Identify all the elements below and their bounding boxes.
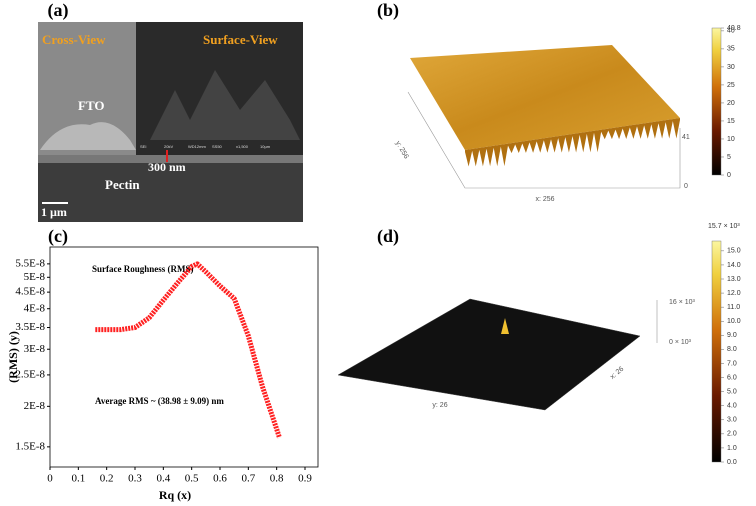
panel-label: (b) <box>377 0 399 21</box>
y-tick-label: 3E-8 <box>24 343 46 355</box>
axis-label: y: 256 <box>394 140 410 160</box>
axis-label: y: 26 <box>432 402 447 409</box>
x-tick-label: 0.9 <box>298 473 312 485</box>
colorbar <box>711 240 722 463</box>
sem-info: 20kV <box>164 144 173 149</box>
data-line <box>95 261 282 439</box>
y-tick-label: 5E-8 <box>24 271 46 283</box>
colorbar-tick-label: 3.0 <box>727 417 737 424</box>
colorbar-tick-label: 11.0 <box>727 304 740 311</box>
sem-info: SEI <box>140 144 146 149</box>
colorbar-tick-label: 13.0 <box>727 276 741 283</box>
surface-front <box>465 118 680 167</box>
caption: Cross-View <box>42 32 106 47</box>
colorbar-tick-label: 15 <box>727 118 735 125</box>
pectin-image <box>38 155 303 222</box>
colorbar-tick-label: 14.0 <box>727 262 741 269</box>
axis-label: 16 × 10³ <box>669 299 696 306</box>
colorbar-tick-label: 40 <box>727 28 735 35</box>
colorbar-tick-label: 10.0 <box>727 318 741 325</box>
y-tick-label: 4.5E-8 <box>15 286 45 298</box>
x-tick-label: 0.8 <box>270 473 284 485</box>
colorbar-tick-label: 0 <box>727 172 731 179</box>
colorbar-tick-label: 10 <box>727 136 735 143</box>
panel-label: (c) <box>48 226 68 247</box>
colorbar-tick-label: 12.0 <box>727 290 741 297</box>
colorbar-tick-label: 1.0 <box>727 445 737 452</box>
x-tick-label: 0.2 <box>100 473 114 485</box>
y-tick-label: 2E-8 <box>24 400 46 412</box>
x-tick-label: 0.4 <box>156 473 170 485</box>
y-tick-label: 1.5E-8 <box>15 440 45 452</box>
y-tick-label: 5.5E-8 <box>15 257 45 269</box>
colorbar-tick-label: 8.0 <box>727 346 737 353</box>
x-tick-label: 0 <box>47 473 53 485</box>
panel-label: (d) <box>377 226 399 247</box>
annotation: Average RMS ~ (38.98 ± 9.09) nm <box>95 396 224 406</box>
colorbar-tick-label: 35 <box>727 46 735 53</box>
colorbar-tick-label: 9.0 <box>727 332 737 339</box>
plot-frame <box>49 246 319 468</box>
x-tick-label: 0.6 <box>213 473 227 485</box>
colorbar-tick-label: 6.0 <box>727 374 737 381</box>
colorbar-tick-label: 25 <box>727 82 735 89</box>
surface-texture <box>150 70 300 140</box>
colorbar-tick-label: 7.0 <box>727 360 737 367</box>
colorbar-tick-label: 30 <box>727 64 735 71</box>
colorbar-tick-label: 0.0 <box>727 459 737 466</box>
colorbar-tick-label: 40.8 <box>727 25 741 32</box>
x-axis-title: Rq (x) <box>159 488 191 502</box>
surface-top <box>410 45 680 150</box>
caption: FTO <box>78 98 105 113</box>
colorbar-tick-label: 4.0 <box>727 403 737 410</box>
surface-peak <box>501 318 509 334</box>
x-tick-label: 0.1 <box>71 473 85 485</box>
colorbar-tick-label: 5.0 <box>727 388 737 395</box>
sem-info: 10µm <box>260 144 271 149</box>
panel-label: (a) <box>48 0 69 21</box>
fto-texture <box>40 122 136 150</box>
axis-label: 41 <box>682 134 690 141</box>
colorbar-tick-label: 20 <box>727 100 735 107</box>
colorbar-tick-label: 15.0 <box>727 248 741 255</box>
caption: Surface-View <box>203 32 278 47</box>
caption: 1 µm <box>41 205 67 219</box>
axis-label: x: 256 <box>535 196 554 203</box>
x-tick-label: 0.5 <box>185 473 199 485</box>
surface-plane <box>337 298 641 411</box>
y-tick-label: 2.5E-8 <box>15 368 45 380</box>
box-edge <box>407 91 681 189</box>
annotation: Surface Roughness (RMS) <box>92 264 194 274</box>
caption: 300 nm <box>148 160 186 174</box>
y-tick-label: 4E-8 <box>24 302 46 314</box>
x-tick-label: 0.3 <box>128 473 142 485</box>
sem-info: WD12mm <box>188 144 206 149</box>
sem-info: x1,500 <box>236 144 249 149</box>
caption: Pectin <box>105 177 140 192</box>
axis-label: 0 × 10³ <box>669 339 692 346</box>
y-tick-label: 3.5E-8 <box>15 321 45 333</box>
axis-label: x: 26 <box>609 366 625 381</box>
colorbar-tick-label: 2.0 <box>727 431 737 438</box>
colorbar-tick-label: 5 <box>727 154 731 161</box>
x-tick-label: 0.7 <box>241 473 255 485</box>
sem-info: SS50 <box>212 144 223 149</box>
film-layer <box>38 155 303 163</box>
axis-label: 0 <box>684 183 688 190</box>
colorbar-label: 15.7 × 10³ <box>708 223 740 230</box>
colorbar <box>711 27 722 176</box>
y-axis-title: (RMS) (y) <box>6 331 20 383</box>
